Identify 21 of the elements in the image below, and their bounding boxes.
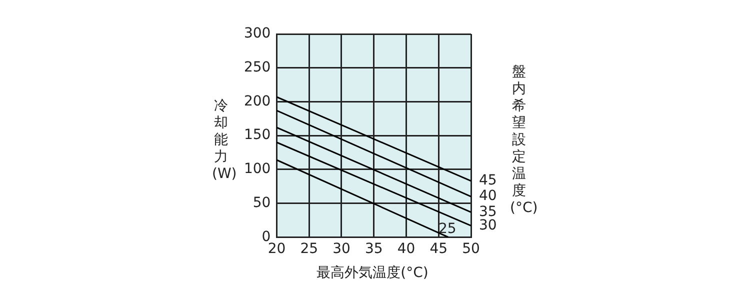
y-tick-label: 200 — [244, 93, 271, 110]
x-tick-label: 30 — [332, 241, 350, 258]
x-axis-title: 最高外気温度(°C) — [316, 264, 430, 282]
series-label: 30 — [479, 217, 497, 234]
x-tick-label: 50 — [462, 241, 480, 258]
series-label: 45 — [479, 172, 497, 189]
series-label: 35 — [479, 204, 497, 220]
y-tick-label: 50 — [252, 194, 271, 211]
text: 盤内希望設定温度(°C) — [510, 64, 538, 216]
series-label: 40 — [479, 188, 497, 204]
y-tick-label: 100 — [244, 161, 271, 178]
x-tick-label: 20 — [268, 241, 286, 258]
y-tick-label: 150 — [244, 127, 271, 144]
x-tick-label: 25 — [300, 241, 318, 258]
x-tick-label: 45 — [430, 241, 448, 258]
y-tick-label: 300 — [244, 26, 271, 42]
x-tick-label: 35 — [364, 241, 383, 258]
series-label: 25 — [438, 220, 456, 237]
x-tick-label: 40 — [397, 241, 416, 258]
y-tick-label: 250 — [244, 60, 271, 76]
y-axis-title: 冷却能力(W) — [212, 98, 237, 183]
